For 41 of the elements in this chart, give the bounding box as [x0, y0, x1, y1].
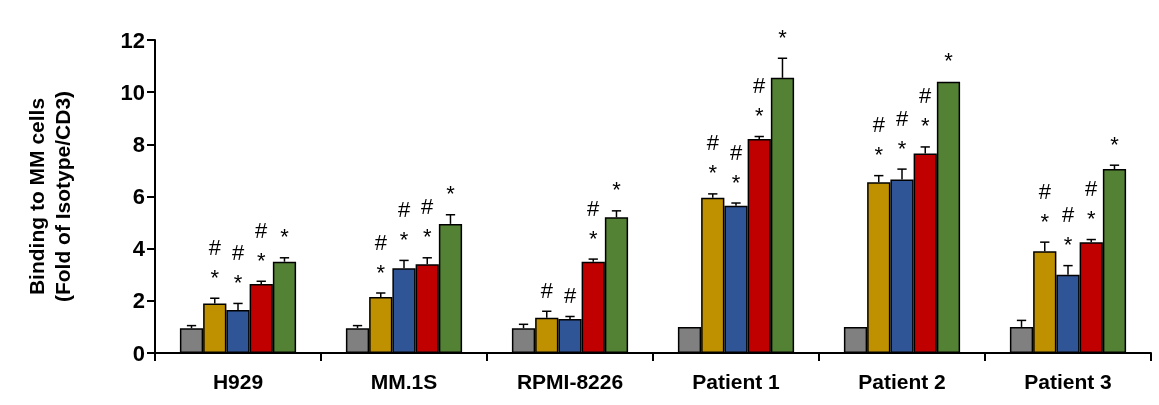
- data-label: # *: [397, 196, 411, 252]
- x-tick-label: Patient 3: [1024, 370, 1112, 393]
- data-label: # *: [729, 139, 743, 195]
- data-label: *: [944, 48, 954, 74]
- y-tick-label: 2: [132, 288, 145, 314]
- x-tick-label: Patient 2: [858, 370, 946, 393]
- text: *: [612, 177, 621, 203]
- data-label: # *: [872, 112, 886, 168]
- x-tick-label: MM.1S: [370, 370, 438, 393]
- data-label: #: [540, 277, 554, 303]
- y-tick-label: 8: [132, 131, 145, 157]
- data-label: # *: [895, 105, 909, 161]
- data-label: # *: [1038, 178, 1052, 234]
- data-label: # *: [753, 73, 767, 129]
- text: #: [255, 217, 268, 243]
- text: *: [280, 224, 289, 250]
- text: #: [421, 194, 434, 220]
- data-label: *: [588, 225, 598, 251]
- data-label: # *: [1085, 176, 1099, 232]
- x-tick-label: H929: [212, 370, 264, 393]
- text: #: [587, 195, 600, 221]
- data-label: *: [422, 224, 432, 250]
- data-label: *: [1110, 131, 1120, 157]
- y-tick-label: 10: [120, 79, 145, 105]
- data-label: # *: [706, 130, 720, 186]
- data-label: *: [256, 247, 266, 273]
- y-tick-label: 6: [132, 184, 145, 209]
- y-tick-label: 4: [132, 236, 146, 262]
- text: *: [446, 181, 455, 207]
- data-label: # *: [231, 239, 245, 295]
- data-label: # *: [1061, 202, 1075, 258]
- y-tick-label: 12: [120, 27, 145, 53]
- data-label: # *: [919, 83, 933, 139]
- data-label: # *: [208, 234, 222, 290]
- x-tick-label: Patient 1: [692, 370, 781, 393]
- y-axis-title: Binding to MM cells (Fold of Isotype/CD3): [24, 90, 74, 303]
- y-tick-label: 0: [132, 340, 145, 366]
- data-label: # *: [374, 229, 388, 285]
- x-tick-label: RPMI-8226: [516, 370, 624, 393]
- data-label: #: [563, 282, 577, 308]
- data-label: *: [778, 24, 788, 50]
